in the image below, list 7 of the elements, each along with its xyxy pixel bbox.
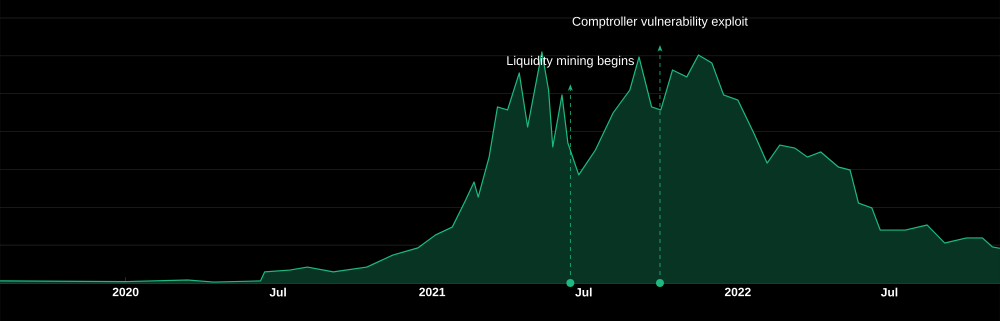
x-tick-label: 2020	[112, 288, 139, 296]
x-tick-label: Jul	[880, 288, 898, 297]
x-tick-label: 2021	[419, 288, 446, 296]
ref-line-label: Comptroller vulnerability exploit	[572, 16, 748, 28]
x-tick-label: 2022	[724, 288, 751, 296]
x-tick-label: Jul	[575, 288, 592, 297]
x-tick-label: Jul	[270, 288, 286, 297]
